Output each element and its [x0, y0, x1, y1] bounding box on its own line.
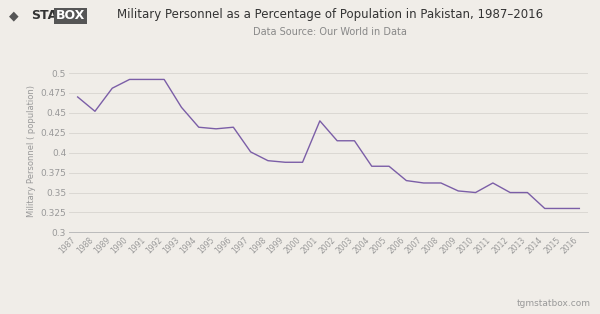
Text: ◆: ◆: [9, 9, 19, 22]
Text: BOX: BOX: [56, 9, 85, 22]
Y-axis label: Military Personnel ( population): Military Personnel ( population): [27, 85, 36, 217]
Text: Military Personnel as a Percentage of Population in Pakistan, 1987–2016: Military Personnel as a Percentage of Po…: [117, 8, 543, 21]
Text: STAT: STAT: [31, 9, 65, 22]
Text: Data Source: Our World in Data: Data Source: Our World in Data: [253, 27, 407, 37]
Text: tgmstatbox.com: tgmstatbox.com: [517, 299, 591, 308]
